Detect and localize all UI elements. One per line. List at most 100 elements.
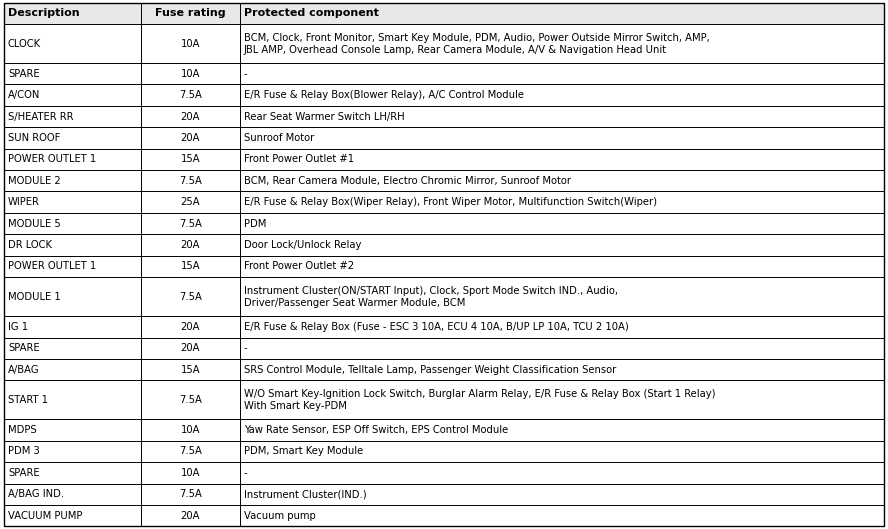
Text: 15A: 15A (180, 154, 200, 165)
Bar (140, 380, 240, 419)
Bar (140, 127, 240, 149)
Bar (4, 191, 140, 213)
Text: -: - (243, 69, 247, 79)
Bar (4, 149, 140, 170)
Bar (140, 441, 240, 462)
Bar (140, 277, 240, 316)
Text: 7.5A: 7.5A (179, 90, 202, 100)
Bar (140, 63, 240, 85)
Text: 25A: 25A (180, 197, 200, 207)
Bar (140, 24, 240, 63)
Bar (140, 85, 240, 106)
Bar (140, 106, 240, 127)
Text: Rear Seat Warmer Switch LH/RH: Rear Seat Warmer Switch LH/RH (243, 112, 404, 122)
Bar (240, 505, 884, 526)
Bar (240, 127, 884, 149)
Bar (4, 462, 140, 484)
Bar (240, 106, 884, 127)
Text: MODULE 5: MODULE 5 (8, 218, 60, 229)
Bar (240, 316, 884, 338)
Text: 7.5A: 7.5A (179, 489, 202, 499)
Text: 20A: 20A (180, 510, 200, 521)
Bar (4, 234, 140, 256)
Bar (240, 85, 884, 106)
Text: A/BAG IND.: A/BAG IND. (8, 489, 64, 499)
Text: 20A: 20A (180, 343, 200, 353)
Text: -: - (243, 468, 247, 478)
Text: Front Power Outlet #2: Front Power Outlet #2 (243, 261, 353, 271)
Bar (140, 191, 240, 213)
Text: 7.5A: 7.5A (179, 176, 202, 186)
Bar (240, 170, 884, 191)
Bar (4, 380, 140, 419)
Bar (240, 63, 884, 85)
Bar (240, 24, 884, 63)
Bar (240, 256, 884, 277)
Text: MDPS: MDPS (8, 425, 36, 435)
Text: 15A: 15A (180, 261, 200, 271)
Bar (140, 505, 240, 526)
Text: S/HEATER RR: S/HEATER RR (8, 112, 74, 122)
Text: Protected component: Protected component (243, 8, 378, 19)
Bar (140, 359, 240, 380)
Text: Instrument Cluster(IND.): Instrument Cluster(IND.) (243, 489, 366, 499)
Text: E/R Fuse & Relay Box (Fuse - ESC 3 10A, ECU 4 10A, B/UP LP 10A, TCU 2 10A): E/R Fuse & Relay Box (Fuse - ESC 3 10A, … (243, 322, 629, 332)
Text: 20A: 20A (180, 322, 200, 332)
Text: -: - (243, 343, 247, 353)
Bar (140, 316, 240, 338)
Bar (140, 419, 240, 441)
Bar (4, 441, 140, 462)
Text: 7.5A: 7.5A (179, 446, 202, 457)
Text: Yaw Rate Sensor, ESP Off Switch, EPS Control Module: Yaw Rate Sensor, ESP Off Switch, EPS Con… (243, 425, 508, 435)
Bar (4, 127, 140, 149)
Text: A/BAG: A/BAG (8, 364, 40, 375)
Bar (4, 484, 140, 505)
Text: Door Lock/Unlock Relay: Door Lock/Unlock Relay (243, 240, 361, 250)
Text: VACUUM PUMP: VACUUM PUMP (8, 510, 83, 521)
Text: 7.5A: 7.5A (179, 395, 202, 405)
Bar (240, 213, 884, 234)
Bar (4, 106, 140, 127)
Text: A/CON: A/CON (8, 90, 40, 100)
Text: Instrument Cluster(ON/START Input), Clock, Sport Mode Switch IND., Audio,
Driver: Instrument Cluster(ON/START Input), Cloc… (243, 286, 617, 308)
Text: SUN ROOF: SUN ROOF (8, 133, 60, 143)
Bar (4, 505, 140, 526)
Bar (240, 359, 884, 380)
Text: DR LOCK: DR LOCK (8, 240, 52, 250)
Text: 10A: 10A (180, 69, 200, 79)
Text: IG 1: IG 1 (8, 322, 28, 332)
Bar (240, 234, 884, 256)
Text: 20A: 20A (180, 240, 200, 250)
Bar (140, 338, 240, 359)
Bar (240, 380, 884, 419)
Text: 7.5A: 7.5A (179, 218, 202, 229)
Text: Sunroof Motor: Sunroof Motor (243, 133, 313, 143)
Bar (240, 484, 884, 505)
Text: POWER OUTLET 1: POWER OUTLET 1 (8, 154, 96, 165)
Bar (4, 85, 140, 106)
Bar (140, 234, 240, 256)
Text: MODULE 1: MODULE 1 (8, 291, 60, 302)
Bar (140, 3, 240, 24)
Text: 7.5A: 7.5A (179, 291, 202, 302)
Text: Fuse rating: Fuse rating (155, 8, 226, 19)
Text: Front Power Outlet #1: Front Power Outlet #1 (243, 154, 353, 165)
Text: SPARE: SPARE (8, 468, 40, 478)
Bar (240, 462, 884, 484)
Text: 15A: 15A (180, 364, 200, 375)
Bar (4, 277, 140, 316)
Bar (140, 462, 240, 484)
Bar (4, 24, 140, 63)
Bar (4, 316, 140, 338)
Bar (4, 359, 140, 380)
Text: START 1: START 1 (8, 395, 48, 405)
Text: PDM: PDM (243, 218, 266, 229)
Bar (4, 63, 140, 85)
Bar (4, 419, 140, 441)
Bar (240, 191, 884, 213)
Text: Vacuum pump: Vacuum pump (243, 510, 315, 521)
Bar (4, 338, 140, 359)
Bar (4, 3, 140, 24)
Bar (140, 256, 240, 277)
Text: WIPER: WIPER (8, 197, 40, 207)
